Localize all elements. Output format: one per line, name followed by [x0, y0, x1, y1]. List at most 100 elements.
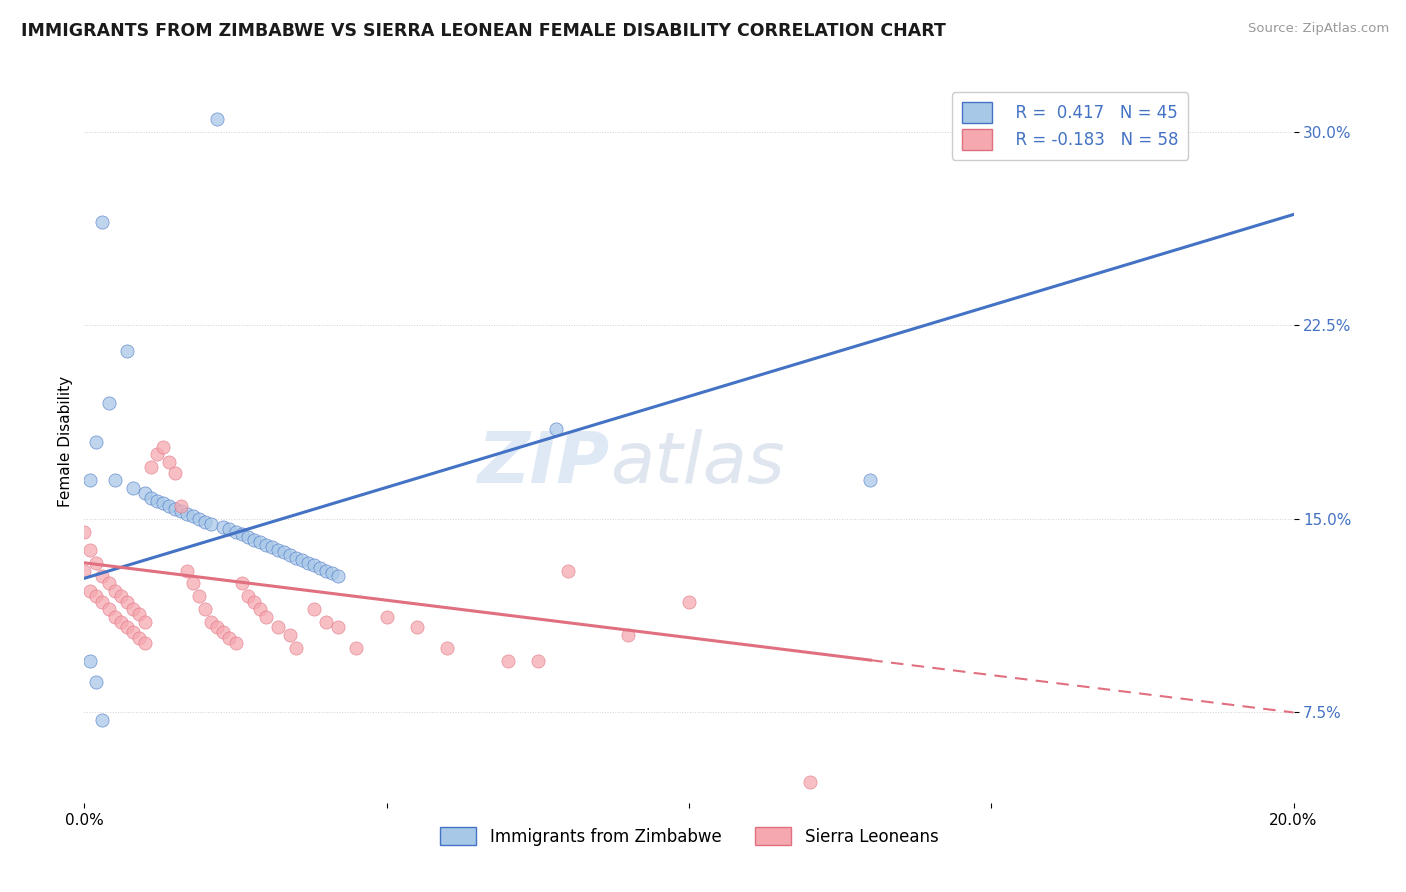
Point: [91, 215, 114, 229]
Point: [104, 473, 127, 487]
Point: [134, 636, 156, 650]
Point: [406, 620, 429, 634]
Point: [79, 654, 101, 668]
Point: [302, 602, 325, 616]
Point: [242, 533, 264, 547]
Point: [139, 460, 162, 475]
Point: [200, 615, 222, 630]
Text: IMMIGRANTS FROM ZIMBABWE VS SIERRA LEONEAN FEMALE DISABILITY CORRELATION CHART: IMMIGRANTS FROM ZIMBABWE VS SIERRA LEONE…: [21, 22, 946, 40]
Legend: Immigrants from Zimbabwe, Sierra Leoneans: Immigrants from Zimbabwe, Sierra Leonean…: [433, 821, 945, 852]
Point: [321, 566, 343, 581]
Point: [260, 541, 283, 555]
Point: [121, 481, 143, 495]
Point: [97, 602, 120, 616]
Text: atlas: atlas: [610, 429, 785, 498]
Point: [297, 556, 319, 570]
Point: [152, 440, 174, 454]
Point: [188, 512, 211, 526]
Point: [225, 636, 247, 650]
Point: [436, 640, 458, 655]
Point: [115, 620, 138, 634]
Point: [73, 524, 96, 539]
Point: [110, 590, 132, 604]
Point: [859, 473, 882, 487]
Point: [544, 422, 567, 436]
Point: [176, 507, 198, 521]
Point: [79, 584, 101, 599]
Point: [267, 542, 290, 557]
Point: [207, 620, 229, 634]
Point: [231, 527, 253, 541]
Point: [285, 640, 308, 655]
Point: [91, 594, 114, 608]
Point: [157, 455, 180, 469]
Point: [557, 564, 579, 578]
Y-axis label: Female Disability: Female Disability: [58, 376, 73, 508]
Point: [104, 610, 127, 624]
Point: [346, 640, 368, 655]
Point: [115, 344, 138, 359]
Point: [291, 553, 314, 567]
Point: [170, 499, 193, 513]
Point: [170, 504, 193, 518]
Point: [97, 396, 120, 410]
Point: [267, 620, 290, 634]
Point: [134, 615, 156, 630]
Point: [315, 564, 337, 578]
Text: ZIP: ZIP: [478, 429, 610, 498]
Point: [97, 576, 120, 591]
Point: [146, 447, 169, 461]
Point: [110, 615, 132, 630]
Point: [73, 564, 96, 578]
Point: [278, 628, 301, 642]
Point: [242, 594, 264, 608]
Point: [212, 519, 235, 533]
Point: [328, 568, 350, 582]
Point: [285, 550, 308, 565]
Point: [617, 628, 640, 642]
Point: [86, 590, 108, 604]
Point: [200, 517, 222, 532]
Point: [157, 499, 180, 513]
Point: [79, 542, 101, 557]
Point: [128, 607, 150, 622]
Point: [249, 535, 271, 549]
Point: [218, 522, 240, 536]
Point: [79, 473, 101, 487]
Point: [91, 568, 114, 582]
Point: [231, 576, 253, 591]
Point: [273, 545, 295, 559]
Point: [104, 584, 127, 599]
Point: [302, 558, 325, 573]
Point: [207, 112, 229, 126]
Point: [91, 713, 114, 727]
Point: [134, 486, 156, 500]
Point: [121, 625, 143, 640]
Point: [194, 515, 217, 529]
Point: [278, 548, 301, 562]
Point: [249, 602, 271, 616]
Point: [86, 674, 108, 689]
Point: [315, 615, 337, 630]
Point: [496, 654, 519, 668]
Point: [212, 625, 235, 640]
Point: [181, 509, 204, 524]
Point: [86, 556, 108, 570]
Text: Source: ZipAtlas.com: Source: ZipAtlas.com: [1249, 22, 1389, 36]
Point: [328, 620, 350, 634]
Point: [225, 524, 247, 539]
Point: [115, 594, 138, 608]
Point: [86, 434, 108, 449]
Point: [254, 538, 277, 552]
Point: [146, 494, 169, 508]
Point: [309, 561, 332, 575]
Point: [165, 501, 187, 516]
Point: [527, 654, 550, 668]
Point: [165, 466, 187, 480]
Point: [678, 594, 700, 608]
Point: [799, 775, 821, 789]
Point: [218, 631, 240, 645]
Point: [121, 602, 143, 616]
Point: [188, 590, 211, 604]
Point: [194, 602, 217, 616]
